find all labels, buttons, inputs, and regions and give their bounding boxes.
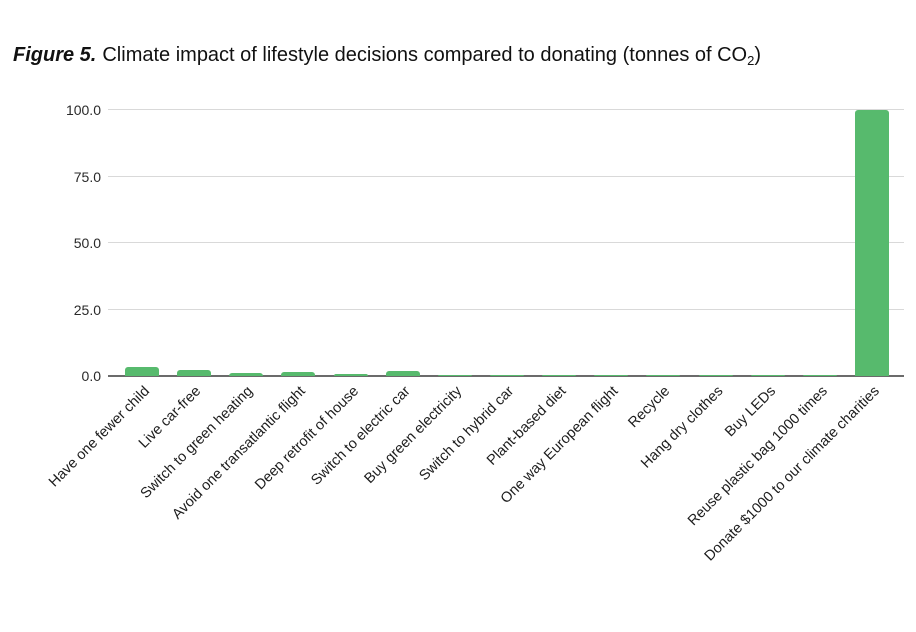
y-axis-tick-label: 25.0 <box>73 302 101 318</box>
gridline <box>108 176 904 177</box>
x-axis-category-label: Buy green electricity <box>361 383 466 487</box>
gridline <box>108 242 904 243</box>
bar-4 <box>281 372 315 376</box>
x-axis-category-label: Switch to hybrid car <box>416 383 518 485</box>
bar-7 <box>438 375 472 376</box>
bar-14 <box>803 375 837 376</box>
bar-5 <box>334 374 368 376</box>
bar-3 <box>229 373 263 376</box>
figure-title: Figure 5. Climate impact of lifestyle dec… <box>13 44 761 68</box>
y-axis-tick-label: 75.0 <box>73 169 101 185</box>
plot-area: Have one fewer child Live car-free Switch … <box>46 109 904 564</box>
figure-title-text: Climate impact of lifestyle decisions co… <box>102 44 748 66</box>
x-axis-category-label: Recycle <box>625 383 674 432</box>
bar-1 <box>125 367 159 376</box>
bar-12 <box>699 375 733 376</box>
bar-2 <box>177 370 211 376</box>
figure-title-subscript: 2 <box>747 53 755 68</box>
y-axis-tick-label: 0.0 <box>81 368 101 384</box>
x-axis-baseline <box>108 375 904 377</box>
gridline <box>108 309 904 310</box>
x-axis-category-label: Switch to electric car <box>308 383 414 489</box>
y-axis-labels: 0.0 25.0 50.0 75.0 100.0 <box>0 102 101 384</box>
bar-9 <box>542 375 576 376</box>
bar-13 <box>751 375 785 376</box>
bar-10 <box>594 375 628 376</box>
bar-8 <box>490 375 524 376</box>
gridline <box>108 109 904 110</box>
figure-title-suffix: ) <box>754 44 762 66</box>
bar-15 <box>855 110 889 376</box>
y-axis-tick-label: 100.0 <box>65 102 101 118</box>
bar-6 <box>386 371 420 376</box>
figure-label: Figure 5. <box>13 44 97 66</box>
bar-11 <box>646 375 680 376</box>
x-axis-category-label: Have one fewer child <box>45 383 153 491</box>
y-axis-tick-label: 50.0 <box>73 235 101 251</box>
